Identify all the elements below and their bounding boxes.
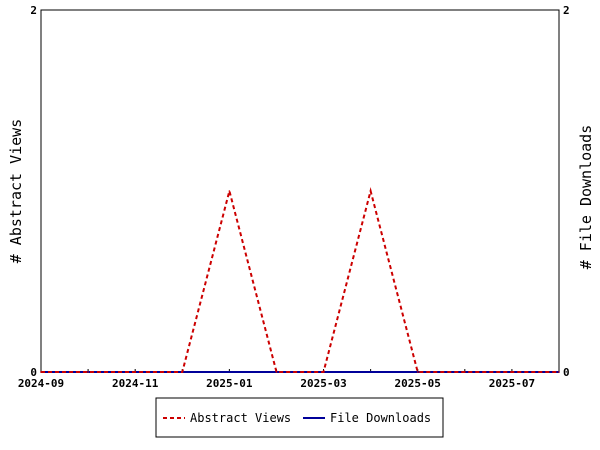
y-axis-title-right: # File Downloads: [577, 125, 595, 270]
legend-label-abstract-views: Abstract Views: [190, 411, 291, 425]
x-tick-label: 2024-11: [112, 377, 159, 390]
data-point-abstract-views: [464, 371, 466, 373]
data-point-file-downloads: [369, 371, 372, 373]
data-point-abstract-views: [134, 371, 136, 373]
x-tick-label: 2025-03: [300, 377, 346, 390]
series-line-abstract-views: [41, 187, 559, 373]
data-point-abstract-views: [40, 371, 42, 373]
legend-box: [155, 397, 444, 438]
x-tick-label: 2025-07: [489, 377, 535, 390]
y-axis-title-left: # Abstract Views: [7, 119, 25, 264]
data-point-file-downloads: [228, 371, 231, 373]
data-point-abstract-views: [87, 371, 89, 373]
legend: Abstract Views File Downloads: [155, 397, 444, 438]
y-left-tick-label: 0: [30, 366, 37, 379]
data-point-abstract-views: [369, 190, 372, 192]
data-point-abstract-views: [558, 371, 560, 373]
y-right-tick-label: 2: [563, 4, 570, 17]
data-point-abstract-views: [228, 190, 231, 192]
data-point-abstract-views: [511, 371, 513, 373]
legend-label-file-downloads: File Downloads: [330, 411, 431, 425]
x-tick-label: 2025-01: [206, 377, 253, 390]
y-right-tick-label: 0: [563, 366, 570, 379]
data-point-abstract-views: [275, 371, 278, 373]
data-point-abstract-views: [416, 371, 419, 373]
data-point-abstract-views: [322, 371, 325, 373]
y-left-tick-label: 2: [30, 4, 37, 17]
x-tick-label: 2024-09: [18, 377, 64, 390]
plot-area: [40, 9, 560, 373]
x-tick-label: 2025-05: [395, 377, 441, 390]
data-point-abstract-views: [181, 371, 184, 373]
